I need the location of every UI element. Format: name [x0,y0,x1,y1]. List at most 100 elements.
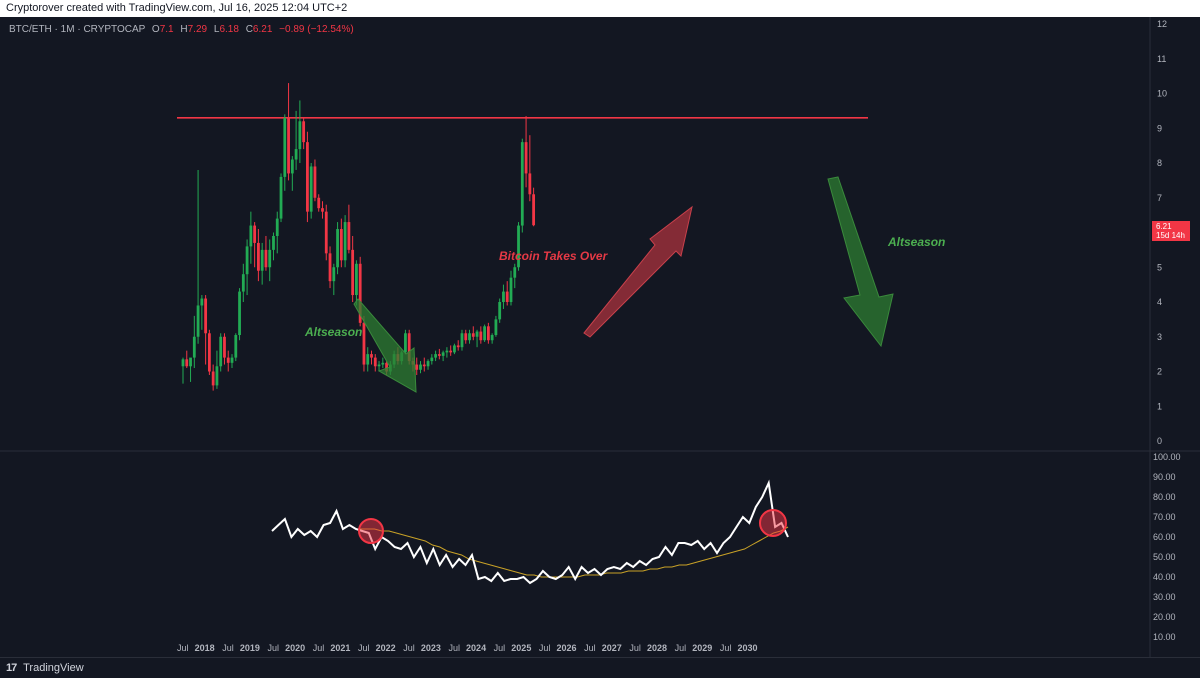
last-price: 6.21 [1156,222,1172,231]
bitcoin-takes-over-label: Bitcoin Takes Over [499,249,609,263]
candle-body [460,333,464,348]
price-axis-tick: 1 [1157,401,1162,411]
candle-body [279,176,283,219]
open-value: 7.1 [159,24,174,35]
price-axis-tick: 8 [1157,158,1162,168]
candle-body [370,354,373,358]
time-axis-tick: 2025 [511,643,531,653]
candle-body [475,331,479,337]
candle-body [230,357,234,363]
candle-body [268,249,272,268]
candle-body [241,274,245,292]
red-arrow-up [583,205,693,338]
time-axis-tick: 2018 [195,643,215,653]
candle-body [211,371,215,386]
candle-body [302,121,306,143]
time-axis-tick: 2030 [738,643,758,653]
candle-body [404,333,407,353]
time-axis-tick: 2019 [240,643,260,653]
time-axis-tick: 2023 [421,643,441,653]
rsi-axis-tick: 20.00 [1153,612,1176,622]
candle-body [456,345,460,348]
low-value: 6.18 [219,24,239,35]
price-axis-tick: 10 [1157,89,1167,99]
rsi-moving-average-line [360,526,789,578]
price-axis-tick: 5 [1157,262,1162,272]
candle-body [351,249,355,296]
candle-body [332,267,336,282]
rsi-highlight-circle-left [358,518,384,544]
time-axis-tick: 2028 [647,643,667,653]
candle-body [483,326,486,341]
chart-canvas[interactable]: 0123456789101112100.0090.0080.0070.0060.… [0,17,1200,657]
rsi-axis-tick: 50.00 [1153,552,1176,562]
price-axis-tick: 4 [1157,297,1162,307]
candle-body [453,345,456,353]
candle-body [415,364,419,370]
candle-body [272,235,275,250]
time-axis-tick: 2020 [285,643,305,653]
candle-body [192,336,196,358]
candle-body [426,361,430,367]
time-axis-tick: 2021 [330,643,350,653]
candle-body [407,333,411,362]
green-arrow-left [353,298,417,393]
price-axis-tick: 2 [1157,367,1162,377]
candle-body [283,117,287,177]
candle-body [336,229,339,268]
candle-body [234,335,238,358]
open-label: O [151,24,160,35]
rsi-highlight-circle-right [759,509,787,537]
candle-body [494,319,498,336]
candle-body [532,194,536,226]
candle-body [422,364,426,367]
candle-body [509,277,513,302]
candle-body [362,322,366,365]
candle-body [245,246,249,275]
candle-body [502,291,505,302]
time-axis-tick: Jul [177,643,189,653]
time-axis-tick: Jul [403,643,415,653]
candle-body [260,249,264,271]
candle-body [324,211,328,254]
candle-body [524,142,528,174]
candle-body [471,333,475,337]
price-axis-tick: 3 [1157,332,1162,342]
time-axis-tick: Jul [448,643,460,653]
rsi-axis-tick: 90.00 [1153,472,1176,482]
candle-body [189,357,192,367]
candle-body [204,298,208,334]
candle-body [181,359,185,367]
time-axis-tick: Jul [358,643,370,653]
tradingview-footer: 17 TradingView [0,657,1200,678]
candle-body [437,354,441,356]
close-label: C [245,24,253,35]
brand-name[interactable]: TradingView [23,662,84,674]
time-axis-tick: Jul [720,643,732,653]
rsi-axis-tick: 40.00 [1153,572,1176,582]
candle-body [381,362,385,365]
bar-countdown: 15d 14h [1156,231,1185,240]
high-label: H [180,24,188,35]
candle-body [486,326,490,341]
price-axis-tick: 12 [1157,19,1167,29]
time-axis-tick: 2027 [602,643,622,653]
header-text: Cryptorover created with TradingView.com… [6,2,348,14]
candle-body [223,336,226,358]
candle-body [517,225,520,268]
price-axis-tick: 11 [1157,54,1166,64]
candle-body [215,366,219,386]
candle-body [468,333,471,341]
change-value: −0.89 (−12.54%) [279,24,354,35]
candle-body [520,142,524,226]
symbol-name[interactable]: BTC/ETH · 1M · CRYPTOCAP [9,24,146,35]
price-pane [177,83,868,391]
candle-body [441,352,445,356]
candle-body [464,333,468,341]
candle-body [366,354,370,365]
time-axis-tick: Jul [539,643,551,653]
price-axis-tick: 7 [1157,193,1162,203]
candle-body [287,117,290,174]
candle-body [306,142,309,212]
rsi-axis-tick: 80.00 [1153,492,1176,502]
